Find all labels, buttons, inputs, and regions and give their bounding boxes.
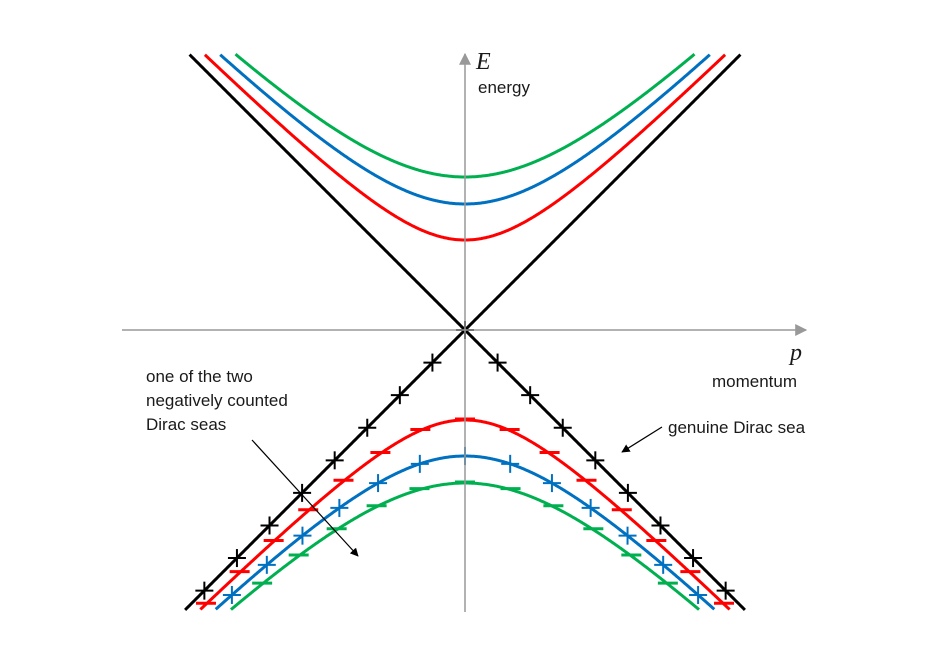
negative-seas-label-line-1: one of the two xyxy=(146,367,253,386)
negative-seas-label-line-2: negatively counted xyxy=(146,391,288,410)
genuine-sea-label: genuine Dirac sea xyxy=(668,418,806,437)
annotation-arrow-right xyxy=(621,426,663,453)
momentum-symbol: p xyxy=(790,340,802,366)
negative-seas-label-line-3: Dirac seas xyxy=(146,415,227,434)
energy-label: energy xyxy=(478,78,530,97)
energy-symbol: E xyxy=(476,49,491,75)
momentum-label: momentum xyxy=(712,372,798,391)
annotation-arrow-left xyxy=(251,439,359,557)
